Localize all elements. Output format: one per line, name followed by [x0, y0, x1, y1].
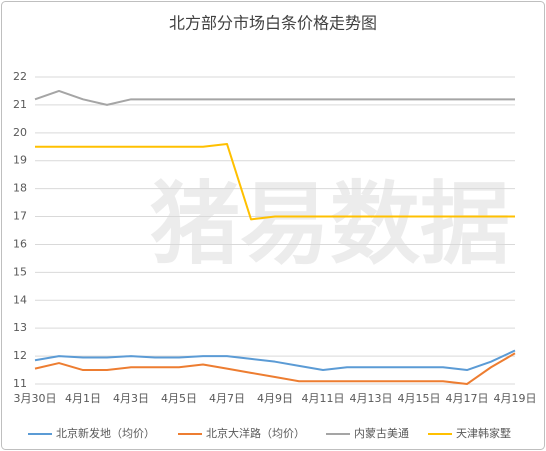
y-tick-label: 19 — [13, 154, 27, 167]
y-tick-label: 17 — [13, 210, 27, 223]
legend-label: 北京大洋路（均价） — [206, 426, 305, 440]
x-tick-label: 4月17日 — [446, 392, 489, 405]
y-tick-label: 21 — [13, 98, 27, 111]
series-line — [34, 352, 516, 385]
y-tick-label: 11 — [13, 377, 27, 390]
x-tick-label: 4月7日 — [209, 392, 245, 405]
x-tick-label: 4月5日 — [161, 392, 197, 405]
series-line — [34, 349, 516, 372]
y-tick-label: 22 — [13, 70, 27, 83]
x-tick-label: 4月13日 — [350, 392, 393, 405]
legend-label: 北京新发地（均价） — [56, 426, 155, 440]
y-tick-label: 16 — [13, 237, 27, 250]
series-line — [34, 89, 515, 106]
x-tick-label: 3月30日 — [14, 392, 57, 405]
y-tick-label: 20 — [13, 126, 27, 139]
series-line — [35, 142, 515, 221]
y-tick-label: 12 — [13, 349, 27, 362]
legend-label: 内蒙古美通 — [354, 426, 409, 440]
x-tick-label: 4月19日 — [494, 392, 537, 405]
y-tick-label: 14 — [13, 293, 27, 306]
y-tick-label: 13 — [13, 321, 27, 334]
chart-title: 北方部分市场白条价格走势图 — [169, 14, 377, 33]
y-tick-label: 18 — [13, 182, 27, 195]
x-tick-label: 4月15日 — [398, 392, 441, 405]
x-tick-label: 4月9日 — [257, 392, 293, 405]
watermark: 猪易数据 — [150, 172, 510, 277]
x-tick-label: 4月11日 — [302, 392, 345, 405]
x-tick-label: 4月1日 — [65, 392, 101, 405]
y-tick-label: 15 — [13, 265, 27, 278]
legend-label: 天津韩家墅 — [456, 426, 511, 440]
x-tick-label: 4月3日 — [113, 392, 149, 405]
